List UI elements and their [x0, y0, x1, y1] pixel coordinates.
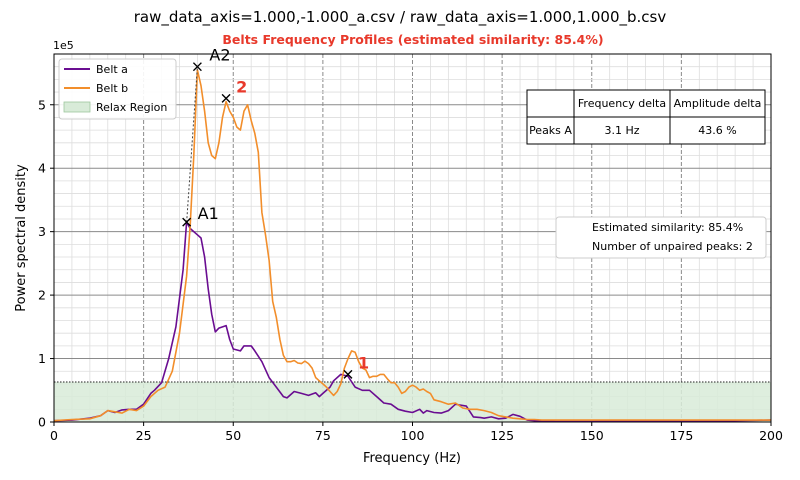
x-tick-label: 100 [401, 428, 425, 443]
y-tick-label: 1 [38, 351, 46, 366]
y-tick-label: 2 [38, 288, 46, 303]
peak-label: A1 [198, 204, 219, 223]
y-axis-label: Power spectral density [14, 164, 29, 312]
info-box-frame [555, 216, 767, 259]
y-tick-labels: 0 1 2 3 4 5 [38, 97, 54, 430]
legend-label: Belt a [96, 63, 128, 76]
belt-a-line [53, 221, 772, 423]
peak-marker [192, 62, 202, 72]
legend-swatch [63, 101, 91, 113]
x-tick-label: 50 [225, 428, 241, 443]
belt-b-line [53, 69, 771, 422]
series-lines [53, 69, 772, 423]
peak-label: 1 [358, 353, 369, 372]
peak-label: 2 [236, 77, 247, 96]
x-tick-label: 150 [580, 428, 604, 443]
x-tick-label: 25 [136, 428, 152, 443]
x-axis-label: Frequency (Hz) [363, 451, 461, 466]
y-tick-label: 3 [38, 224, 46, 239]
peak-marker [182, 217, 192, 227]
x-tick-label: 0 [50, 428, 58, 443]
legend-label: Relax Region [96, 101, 167, 114]
relax-region [54, 381, 771, 422]
peak-table: Frequency delta Amplitude delta Peaks A 3.1… [526, 89, 766, 145]
peak-markers: A1 A2 2 1 [182, 46, 369, 379]
info-box: Estimated similarity: 85.4% Number of unp… [555, 216, 767, 259]
table-cell: 3.1 Hz [604, 124, 639, 137]
y-tick-label: 5 [38, 97, 46, 112]
peak-marker [221, 93, 231, 103]
x-tick-label: 75 [315, 428, 331, 443]
relax-region-fill [54, 382, 771, 422]
table-cell: Peaks A [529, 124, 572, 137]
peak-marker [343, 369, 353, 379]
peak-label: A2 [209, 46, 230, 65]
x-tick-label: 175 [669, 428, 693, 443]
y-tick-label: 0 [38, 415, 46, 430]
table-header: Frequency delta [578, 97, 666, 110]
legend: Belt a Belt b Relax Region [58, 58, 177, 120]
table-header: Amplitude delta [674, 97, 762, 110]
chart-subtitle: Belts Frequency Profiles (estimated simi… [222, 32, 603, 47]
x-tick-label: 125 [490, 428, 514, 443]
table-cell: 43.6 % [698, 124, 736, 137]
info-box-line: Number of unpaired peaks: 2 [592, 240, 753, 253]
y-offset-text: 1e5 [53, 39, 74, 52]
x-tick-label: 200 [759, 428, 783, 443]
legend-label: Belt b [96, 82, 128, 95]
peak-connector [186, 66, 198, 223]
y-tick-label: 4 [38, 161, 46, 176]
x-tick-labels: 0 25 50 75 100 125 150 175 200 [50, 422, 783, 443]
info-box-line: Estimated similarity: 85.4% [592, 221, 743, 234]
chart-title: raw_data_axis=1.000,-1.000_a.csv / raw_d… [134, 8, 667, 27]
